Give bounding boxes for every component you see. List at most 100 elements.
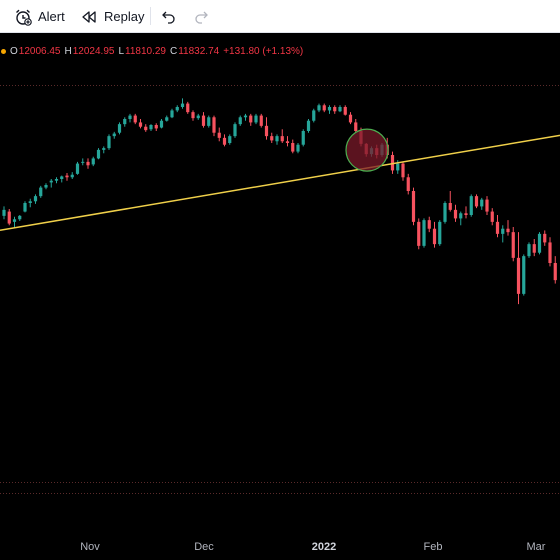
candle-body — [243, 115, 248, 118]
candle-body — [96, 149, 101, 159]
replay-button[interactable]: Replay — [80, 0, 144, 33]
candle-body — [23, 203, 27, 212]
candle-body — [102, 148, 106, 150]
candle-body — [453, 209, 458, 219]
candle-body — [537, 233, 542, 253]
candle-body — [107, 136, 111, 149]
candle-body — [44, 185, 48, 188]
close-key: C — [169, 45, 178, 57]
candle-body — [548, 242, 552, 263]
candle-body — [495, 221, 500, 234]
candle-body — [33, 196, 38, 202]
candle-body — [396, 163, 400, 171]
candle-body — [312, 110, 316, 121]
candle-body — [443, 203, 447, 222]
candle-body — [2, 209, 6, 216]
candle-body — [75, 163, 80, 174]
candle-body — [485, 199, 489, 212]
change-value: +131.80 (+1.13%) — [223, 45, 304, 57]
top-toolbar: Alert Replay — [0, 0, 560, 33]
candle-body — [511, 232, 515, 258]
candle-body — [133, 115, 137, 123]
price-plot[interactable] — [0, 33, 560, 560]
candle-body — [170, 110, 174, 118]
candle-body — [422, 220, 426, 246]
alarm-clock-icon — [16, 9, 32, 26]
ohlc-legend: O 12006.45 H 12024.95 L 11810.29 C 11832.74 … — [0, 43, 303, 59]
candle-body — [7, 211, 11, 224]
candle-body — [448, 203, 452, 210]
candle-body — [401, 163, 405, 178]
candle-body — [112, 133, 116, 137]
x-axis-label-mar: Mar — [526, 541, 546, 553]
candle-body — [411, 191, 416, 222]
candle-body — [159, 120, 164, 128]
candle-body — [275, 136, 279, 142]
candle-body — [117, 124, 122, 133]
candle-body — [138, 122, 143, 127]
candle-body — [506, 228, 510, 233]
candle-body — [238, 117, 242, 125]
candle-body — [207, 117, 211, 126]
trendline[interactable] — [0, 134, 560, 231]
high-value: 12024.95 — [72, 45, 115, 57]
candle-body — [317, 105, 321, 111]
x-axis-label-nov: Nov — [80, 541, 100, 553]
candle-body — [285, 141, 290, 143]
rewind-icon — [82, 10, 96, 23]
candle-body — [28, 201, 32, 203]
candle-body — [54, 179, 59, 181]
candle-body — [186, 103, 190, 113]
candle-body — [501, 228, 505, 234]
candle-body — [175, 107, 179, 111]
candle-body — [144, 126, 148, 131]
x-axis-label-2022: 2022 — [311, 541, 337, 553]
alert-label: Alert — [38, 9, 65, 24]
candle-body — [459, 213, 463, 219]
candle-body — [406, 177, 410, 191]
candle-body — [70, 174, 74, 178]
chart-pane[interactable]: O 12006.45 H 12024.95 L 11810.29 C 11832.74 … — [0, 33, 560, 560]
candle-body — [532, 244, 536, 253]
candle-body — [217, 132, 221, 138]
candle-body — [333, 107, 337, 112]
candle-body — [201, 115, 206, 126]
replay-label: Replay — [104, 9, 145, 24]
redo-button[interactable] — [193, 0, 209, 33]
candle-body — [264, 125, 269, 137]
x-axis-label-dec: Dec — [194, 541, 214, 553]
close-value: 11832.74 — [178, 45, 220, 57]
undo-button[interactable] — [161, 0, 177, 33]
candle-body — [427, 220, 431, 229]
candle-body — [123, 119, 127, 125]
candle-body — [254, 115, 258, 123]
symbol-status-dot — [1, 48, 6, 54]
candle-body — [322, 105, 326, 111]
candle-body — [259, 115, 263, 126]
open-key: O — [10, 45, 18, 57]
candle-body — [233, 124, 237, 137]
candle-body — [154, 125, 158, 129]
candle-body — [196, 115, 200, 119]
candle-body — [417, 221, 421, 246]
candle-body — [474, 196, 479, 207]
candle-body — [516, 257, 521, 294]
candle-body — [191, 112, 195, 119]
candle-body — [553, 263, 557, 281]
candle-body — [301, 131, 305, 145]
redo-icon — [195, 11, 208, 24]
candle-body — [354, 122, 358, 131]
alert-button[interactable]: Alert — [14, 0, 65, 33]
candle-body — [390, 155, 395, 171]
candle-body — [165, 117, 169, 121]
candle-body — [39, 187, 43, 197]
candle-body — [228, 136, 232, 143]
undo-icon — [162, 11, 175, 24]
candle-body — [18, 215, 22, 220]
toolbar-divider — [150, 7, 151, 25]
highlight-circle[interactable] — [345, 128, 389, 172]
candle-body — [149, 125, 153, 130]
candle-body — [270, 136, 274, 141]
candle-body — [128, 115, 132, 119]
low-value: 11810.29 — [125, 45, 166, 57]
